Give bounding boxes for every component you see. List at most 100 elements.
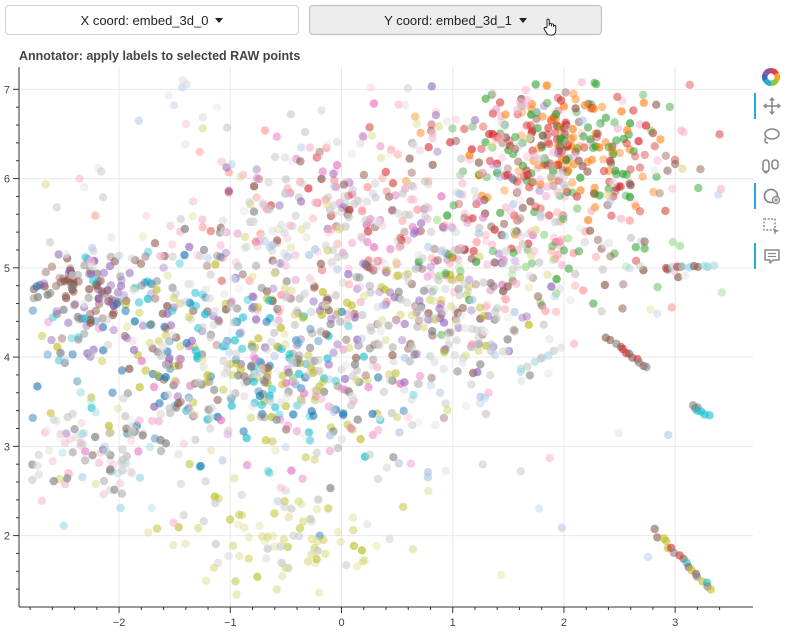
data-point [592,133,601,142]
data-point [76,388,85,397]
data-point [409,390,418,400]
data-point [168,330,177,340]
data-point [603,190,612,200]
data-point [376,142,385,151]
data-point [592,79,601,89]
data-point [184,279,193,289]
data-point [337,307,346,317]
data-point [631,243,640,252]
data-point [417,264,427,273]
x-coord-dropdown[interactable]: X coord: embed_3d_0 [5,5,299,35]
data-point [626,233,636,243]
data-point [288,359,297,368]
data-point [298,313,307,322]
data-point [703,262,712,272]
data-point [307,276,317,286]
data-point [125,364,134,374]
data-point [300,431,310,441]
data-point [118,445,127,454]
data-point [451,227,461,237]
data-point [715,130,724,139]
data-point [178,76,187,85]
box-select-tool[interactable] [754,213,788,239]
data-point [653,533,662,542]
data-point [204,405,213,414]
data-point [188,197,198,206]
data-point [601,138,610,147]
data-point [386,149,395,158]
data-point [147,504,156,513]
data-point [192,250,202,260]
data-point [371,256,380,265]
data-point [313,546,322,555]
data-point [256,229,265,239]
data-point [639,266,648,275]
data-point [249,217,258,226]
data-point [479,278,488,287]
data-point [252,193,261,202]
data-point [223,363,232,373]
data-point [398,189,407,198]
data-point [80,456,90,465]
data-point [107,233,116,242]
data-point [357,546,367,555]
data-point [43,290,52,299]
data-point [299,517,308,526]
data-point [534,160,543,170]
data-point [41,268,50,277]
data-point [381,167,390,177]
data-point [211,498,220,508]
data-point [137,356,146,366]
data-point [467,254,476,263]
data-point [237,344,247,353]
data-point [56,430,65,439]
data-point [496,208,505,218]
pan-tool[interactable] [754,93,788,119]
data-point [268,240,277,250]
data-point [641,121,651,130]
data-point [662,536,671,546]
data-point [516,173,525,182]
data-point [276,323,285,332]
data-point [242,460,252,470]
data-point [117,290,127,300]
data-point [441,399,450,408]
data-point [356,139,365,148]
data-point [304,184,313,193]
data-point [185,406,195,416]
data-point [317,310,326,320]
data-point [229,274,238,284]
data-point [176,397,185,407]
data-point [455,189,464,199]
data-point [117,366,127,375]
data-point [34,470,43,479]
data-point [569,160,579,169]
data-point [225,515,235,524]
poly-select-icon [762,159,779,174]
data-point [587,155,597,164]
data-point [453,367,462,376]
data-point [230,318,239,327]
data-point [376,153,386,163]
data-point [272,585,281,594]
wheel-zoom-tool[interactable] [754,183,788,209]
poly-select-tool[interactable] [754,153,788,179]
data-point [63,412,72,422]
data-point [382,463,392,472]
data-point [128,422,137,432]
data-point [68,448,78,457]
data-point [115,479,125,488]
hover-tool[interactable] [754,243,788,269]
data-point [488,109,498,118]
data-point [277,220,286,230]
data-point [332,160,342,170]
data-point [424,315,433,324]
data-point [606,252,615,261]
lasso-select-tool[interactable] [754,123,788,149]
bokeh-logo[interactable] [754,64,788,90]
data-point [416,146,425,155]
data-point [155,399,164,408]
data-point [287,286,296,295]
data-point [257,364,266,373]
